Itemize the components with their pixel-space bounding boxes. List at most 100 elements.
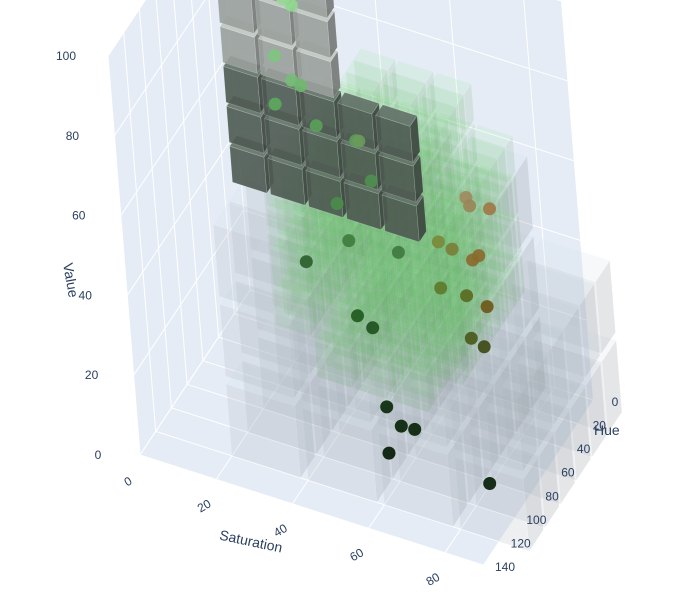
haze-voxel [378, 411, 468, 528]
z-tick-label: 40 [79, 288, 93, 302]
gridline-hue [191, 0, 562, 448]
haze-voxel [364, 292, 455, 409]
green-voxel [308, 250, 353, 309]
green-voxel [429, 72, 475, 131]
green-voxel [392, 283, 437, 342]
green-voxel [414, 319, 459, 377]
scatter-point[interactable] [382, 446, 396, 460]
z-tick-label: 80 [66, 129, 80, 143]
green-voxel [471, 125, 516, 183]
green-voxel [277, 226, 323, 285]
green-voxel [411, 279, 456, 338]
z-tick-label: 60 [72, 209, 86, 223]
gridline-hue [107, 55, 484, 566]
haze-voxel [454, 435, 544, 553]
gridline-hue [155, 0, 531, 495]
scatter-point[interactable] [267, 49, 281, 63]
scatter-point[interactable] [460, 289, 474, 303]
haze-voxel [526, 238, 616, 355]
gridline-hue [208, 0, 578, 425]
scatter-point[interactable] [463, 199, 477, 213]
green-voxel [373, 267, 418, 325]
green-voxel [463, 136, 508, 195]
green-voxel [314, 330, 359, 388]
green-voxel [420, 176, 465, 234]
scatter-point[interactable] [342, 234, 356, 248]
green-voxel [480, 244, 525, 303]
haze-voxel [425, 340, 515, 457]
gridline-value [107, 0, 562, 57]
scatter-point[interactable] [480, 300, 494, 314]
haze-voxel [228, 179, 318, 296]
haze-voxel [225, 362, 316, 479]
haze-voxel [301, 386, 392, 504]
z-tick-label: 20 [85, 368, 99, 382]
scatter-point[interactable] [464, 331, 478, 345]
scatter-point[interactable] [380, 400, 394, 414]
scatter-point[interactable] [408, 422, 422, 436]
x-tick-label: 0 [612, 395, 619, 409]
scatter-point[interactable] [294, 79, 308, 92]
z-tick-label: 100 [56, 49, 76, 63]
haze-voxel [501, 365, 591, 482]
scatter-point[interactable] [477, 340, 491, 354]
scatter-point[interactable] [352, 134, 366, 148]
scatter-point[interactable] [309, 119, 323, 133]
haze-voxel [485, 388, 576, 505]
green-voxel [338, 295, 383, 353]
scatter-point[interactable] [472, 249, 486, 263]
haze-voxel [387, 308, 477, 425]
haze-voxel [380, 269, 470, 386]
haze-voxel [517, 341, 607, 458]
haze-voxel [447, 356, 538, 473]
gridline-hue [138, 8, 515, 519]
haze-voxel [441, 317, 531, 434]
scatter-point[interactable] [284, 0, 298, 12]
scatter-point[interactable] [434, 281, 448, 295]
green-voxel [469, 216, 514, 275]
scatter-point[interactable] [330, 197, 344, 210]
x-tick-label: 20 [593, 419, 607, 433]
z-axis-title: Value [60, 262, 82, 299]
scatter-point[interactable] [445, 242, 459, 256]
haze-voxel [250, 235, 341, 352]
green-voxel [352, 342, 397, 401]
green-voxel [391, 60, 436, 119]
haze-voxel [241, 338, 331, 456]
green-voxel [316, 238, 361, 297]
scatter-point[interactable] [299, 255, 313, 269]
green-voxel [342, 243, 388, 301]
scatter-point[interactable] [391, 245, 405, 259]
scatter-points[interactable] [258, 0, 497, 490]
green-voxel [322, 318, 367, 377]
scatter-point[interactable] [268, 97, 282, 111]
green-voxel [368, 319, 413, 377]
y-tick-label: 60 [347, 545, 366, 564]
green-voxel [335, 255, 380, 313]
y-tick-label: 40 [271, 521, 290, 540]
green-voxel [461, 228, 507, 286]
scatter-point[interactable] [483, 477, 497, 490]
scatter-point[interactable] [431, 235, 445, 249]
green-voxel [350, 231, 395, 290]
green-voxel [422, 307, 467, 366]
y-tick-label: 0 [122, 474, 135, 490]
haze-voxel [272, 291, 363, 409]
haze-voxel [371, 331, 462, 448]
scatter-point[interactable] [394, 419, 408, 433]
green-voxel [304, 231, 349, 289]
x-tick-label: 40 [577, 442, 591, 456]
green-voxel [425, 327, 470, 385]
haze-voxel [456, 293, 547, 410]
green-voxel [380, 255, 426, 314]
scatter-point[interactable] [351, 309, 364, 323]
green-voxel [406, 331, 451, 389]
scatter-point[interactable] [364, 174, 378, 188]
haze-voxel [403, 284, 493, 401]
green-voxel [425, 124, 470, 183]
green-voxel [390, 354, 436, 413]
x-tick-label: 120 [511, 536, 531, 550]
scatter-point[interactable] [483, 202, 496, 216]
scatter-point[interactable] [366, 321, 380, 335]
